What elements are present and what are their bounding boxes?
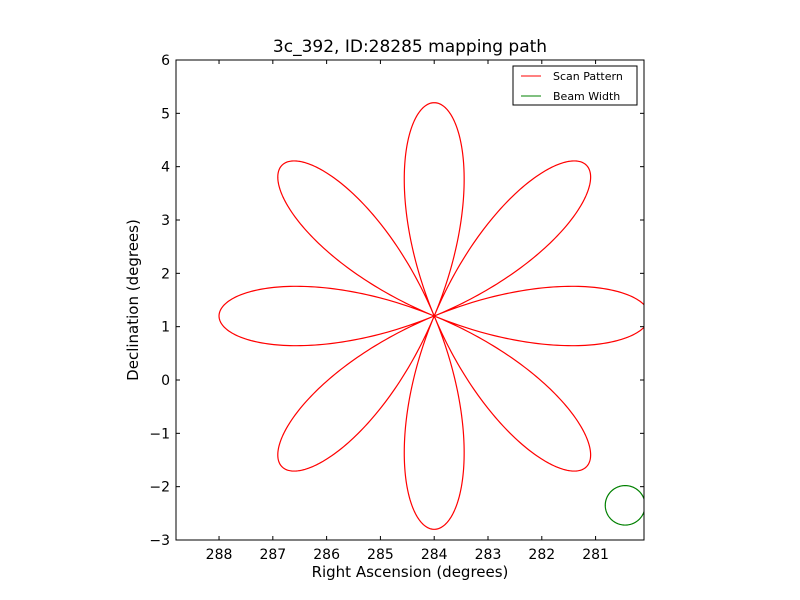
scan-pattern-line <box>218 102 644 530</box>
y-tick-label: 0 <box>161 373 170 389</box>
y-tick-label: 4 <box>161 160 170 176</box>
y-tick-label: 2 <box>161 266 170 282</box>
x-axis-label: Right Ascension (degrees) <box>312 563 509 581</box>
x-tick-label: 284 <box>421 547 448 563</box>
y-tick-label: −2 <box>149 480 170 496</box>
y-tick-label: 6 <box>161 53 170 69</box>
x-tick-label: 282 <box>528 547 555 563</box>
x-tick-label: 287 <box>259 547 286 563</box>
x-tick-label: 283 <box>475 547 502 563</box>
x-tick-label: 286 <box>313 547 340 563</box>
x-tick-label: 285 <box>367 547 394 563</box>
y-tick-label: 3 <box>161 213 170 229</box>
y-tick-label: 1 <box>161 320 170 336</box>
x-tick-label: 288 <box>206 547 233 563</box>
legend-label-beam-width: Beam Width <box>553 90 620 103</box>
y-tick-label: −3 <box>149 533 170 549</box>
plot-data-layer <box>218 102 644 530</box>
y-axis-ticks: −3 −2 −1 0 1 2 3 4 5 6 <box>149 53 644 549</box>
x-tick-label: 281 <box>582 547 609 563</box>
x-axis-ticks: 288 287 286 285 284 283 282 281 <box>206 60 609 563</box>
beam-width-circle <box>604 484 644 526</box>
y-tick-label: −1 <box>149 426 170 442</box>
legend-label-scan-pattern: Scan Pattern <box>553 70 623 83</box>
chart-title: 3c_392, ID:28285 mapping path <box>273 37 547 57</box>
y-tick-label: 5 <box>161 106 170 122</box>
plot-frame <box>175 59 645 541</box>
legend-box <box>512 65 638 106</box>
legend: Scan Pattern Beam Width <box>512 65 638 106</box>
y-axis-label: Declination (degrees) <box>124 219 142 381</box>
